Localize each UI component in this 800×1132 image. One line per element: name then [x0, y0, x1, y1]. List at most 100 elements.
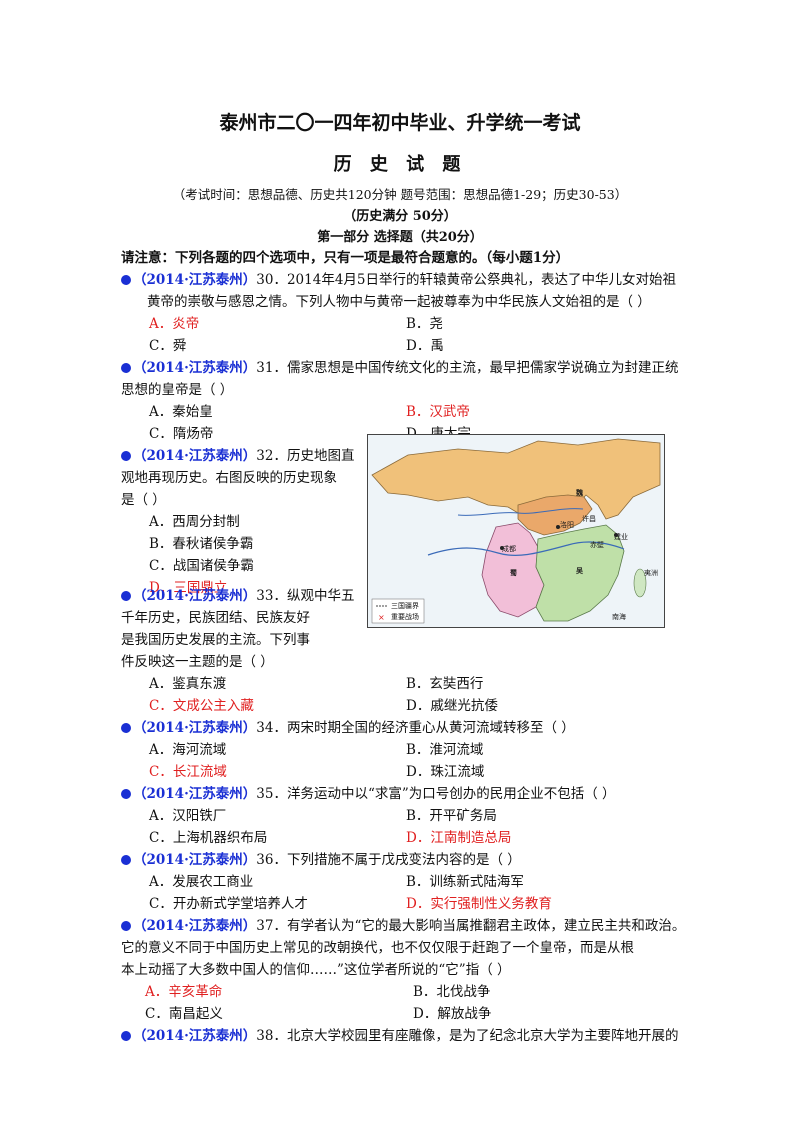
- option-b[interactable]: B．北伐战争: [413, 984, 491, 1000]
- option-b[interactable]: B．玄奘西行: [406, 676, 484, 692]
- map-svg: 魏 蜀 吴 洛阳 许昌 赤壁 建业 成都 夷洲 南海 三国疆界 × 重要战场: [368, 435, 664, 627]
- question-text-cont: 黄帝的崇敬与感恩之情。下列人物中与黄帝一起被尊奉为中华民族人文始祖的是（ ）: [147, 294, 651, 310]
- question-text-cont: 千年历史，民族团结、民族友好: [121, 610, 310, 626]
- option-d[interactable]: D．禹: [406, 338, 444, 354]
- question-source: （2014·江苏泰州）: [133, 720, 257, 736]
- option-b[interactable]: B．汉武帝: [406, 404, 470, 420]
- question-text-cont: 它的意义不同于中国历史上常见的改朝换代，也不仅仅限于赶跑了一个皇帝，而是从根: [121, 940, 634, 956]
- question-text-cont: 思想的皇帝是（ ）: [121, 382, 234, 398]
- question-37: （2014·江苏泰州）37．有学者认为“它的最大影响当属推翻君主政体，建立民主共…: [121, 914, 685, 934]
- question-text: 34．两宋时期全国的经济重心从黄河流域转移至（ ）: [256, 720, 575, 736]
- bullet-icon: [121, 789, 131, 799]
- question-text: 38．北京大学校园里有座雕像，是为了纪念北京大学为主要阵地开展的: [256, 1028, 679, 1044]
- question-32: （2014·江苏泰州）32．历史地图直: [121, 444, 354, 464]
- question-38: （2014·江苏泰州）38．北京大学校园里有座雕像，是为了纪念北京大学为主要阵地…: [121, 1024, 678, 1044]
- page-subtitle: 历 史 试 题: [333, 154, 467, 175]
- svg-text:×: ×: [378, 613, 385, 622]
- bullet-icon: [121, 855, 131, 865]
- question-33: （2014·江苏泰州）33．纵观中华五: [121, 584, 354, 604]
- question-text-cont: 观地再现历史。右图反映的历史现象: [121, 470, 337, 486]
- page-title: 泰州市二〇一四年初中毕业、升学统一考试: [219, 112, 581, 134]
- option-c[interactable]: C．南昌起义: [145, 1006, 223, 1022]
- option-a[interactable]: A．发展农工商业: [149, 874, 254, 890]
- option-b[interactable]: B．尧: [406, 316, 443, 332]
- option-c[interactable]: C．战国诸侯争霸: [149, 558, 254, 574]
- option-a[interactable]: A．秦始皇: [149, 404, 213, 420]
- question-text-cont: 是（ ）: [121, 492, 166, 508]
- map-label-xuchang: 许昌: [582, 514, 596, 523]
- option-d[interactable]: D．珠江流域: [406, 764, 485, 780]
- question-34: （2014·江苏泰州）34．两宋时期全国的经济重心从黄河流域转移至（ ）: [121, 716, 575, 736]
- bullet-icon: [121, 363, 131, 373]
- question-text-cont: 本上动摇了大多数中国人的信仰……”这位学者所说的“它”指（ ）: [121, 962, 511, 978]
- question-source: （2014·江苏泰州）: [133, 918, 257, 934]
- part-heading: 第一部分 选择题（共20分）: [317, 230, 483, 245]
- option-c[interactable]: C．舜: [149, 338, 187, 354]
- legend-border: 三国疆界: [391, 602, 419, 610]
- city-marker: [500, 546, 504, 550]
- notice-text: 请注意：下列各题的四个选项中，只有一项是最符合题意的。（每小题1分）: [121, 250, 570, 266]
- question-31: （2014·江苏泰州）31．儒家思想是中国传统文化的主流，最早把儒家学说确立为封…: [121, 356, 678, 376]
- option-d[interactable]: D．实行强制性义务教育: [406, 896, 552, 912]
- three-kingdoms-map: 魏 蜀 吴 洛阳 许昌 赤壁 建业 成都 夷洲 南海 三国疆界 × 重要战场: [367, 434, 665, 628]
- option-b[interactable]: B．训练新式陆海军: [406, 874, 524, 890]
- map-label-chengdu: 成都: [502, 544, 516, 553]
- city-marker: [614, 533, 618, 537]
- question-text: 33．纵观中华五: [256, 588, 355, 604]
- question-source: （2014·江苏泰州）: [133, 1028, 257, 1044]
- map-label-chibi: 赤壁: [590, 540, 604, 549]
- map-label-nanhai: 南海: [612, 612, 626, 621]
- question-text: 32．历史地图直: [256, 448, 355, 464]
- option-c[interactable]: C．隋炀帝: [149, 426, 214, 442]
- option-a[interactable]: A．辛亥革命: [145, 984, 223, 1000]
- bullet-icon: [121, 921, 131, 931]
- option-a[interactable]: A．汉阳铁厂: [149, 808, 227, 824]
- option-b[interactable]: B．淮河流域: [406, 742, 484, 758]
- question-text: 31．儒家思想是中国传统文化的主流，最早把儒家学说确立为封建正统: [256, 360, 679, 376]
- score-info: （历史满分 50分）: [343, 209, 457, 224]
- option-d[interactable]: D．解放战争: [413, 1006, 492, 1022]
- question-text-cont: 件反映这一主题的是（ ）: [121, 654, 274, 670]
- map-label-yizhou: 夷洲: [644, 568, 658, 577]
- question-source: （2014·江苏泰州）: [133, 786, 257, 802]
- option-b[interactable]: B．春秋诸侯争霸: [149, 536, 254, 552]
- question-text: 36．下列措施不属于戊戌变法内容的是（ ）: [256, 852, 521, 868]
- map-label-wu: 吴: [576, 566, 584, 575]
- question-text: 30．2014年4月5日举行的轩辕黄帝公祭典礼，表达了中华儿女对始祖: [256, 272, 676, 288]
- option-a[interactable]: A．炎帝: [149, 316, 200, 332]
- question-source: （2014·江苏泰州）: [133, 272, 257, 288]
- question-source: （2014·江苏泰州）: [133, 852, 257, 868]
- bullet-icon: [121, 723, 131, 733]
- question-35: （2014·江苏泰州）35．洋务运动中以“求富”为口号创办的民用企业不包括（ ）: [121, 782, 616, 802]
- question-text-cont: 是我国历史发展的主流。下列事: [121, 632, 310, 648]
- exam-info: （考试时间：思想品德、历史共120分钟 题号范围：思想品德1-29；历史30-5…: [172, 187, 628, 202]
- map-label-jianye: 建业: [614, 532, 628, 541]
- map-label-shu: 蜀: [510, 568, 517, 577]
- option-d[interactable]: D．戚继光抗倭: [406, 698, 498, 714]
- option-a[interactable]: A．鉴真东渡: [149, 676, 227, 692]
- question-source: （2014·江苏泰州）: [133, 588, 257, 604]
- question-source: （2014·江苏泰州）: [133, 360, 257, 376]
- question-36: （2014·江苏泰州）36．下列措施不属于戊戌变法内容的是（ ）: [121, 848, 521, 868]
- bullet-icon: [121, 451, 131, 461]
- map-label-wei: 魏: [575, 488, 583, 497]
- option-c[interactable]: C．长江流域: [149, 764, 227, 780]
- question-source: （2014·江苏泰州）: [133, 448, 257, 464]
- map-label-luoyang: 洛阳: [560, 520, 574, 529]
- option-b[interactable]: B．开平矿务局: [406, 808, 497, 824]
- option-d[interactable]: D．江南制造总局: [406, 830, 512, 846]
- question-30: （2014·江苏泰州）30．2014年4月5日举行的轩辕黄帝公祭典礼，表达了中华…: [121, 268, 676, 288]
- option-a[interactable]: A．海河流域: [149, 742, 227, 758]
- option-d[interactable]: D．三国鼎立: [149, 580, 228, 596]
- option-c[interactable]: C．文成公主入藏: [149, 698, 254, 714]
- city-marker: [556, 525, 560, 529]
- question-text: 35．洋务运动中以“求富”为口号创办的民用企业不包括（ ）: [256, 786, 616, 802]
- option-c[interactable]: C．上海机器织布局: [149, 830, 268, 846]
- bullet-icon: [121, 591, 131, 601]
- option-c[interactable]: C．开办新式学堂培养人才: [149, 896, 308, 912]
- bullet-icon: [121, 275, 131, 285]
- question-text: 37．有学者认为“它的最大影响当属推翻君主政体，建立民主共和政治。: [256, 918, 686, 934]
- bullet-icon: [121, 1031, 131, 1041]
- option-a[interactable]: A．西周分封制: [149, 514, 240, 530]
